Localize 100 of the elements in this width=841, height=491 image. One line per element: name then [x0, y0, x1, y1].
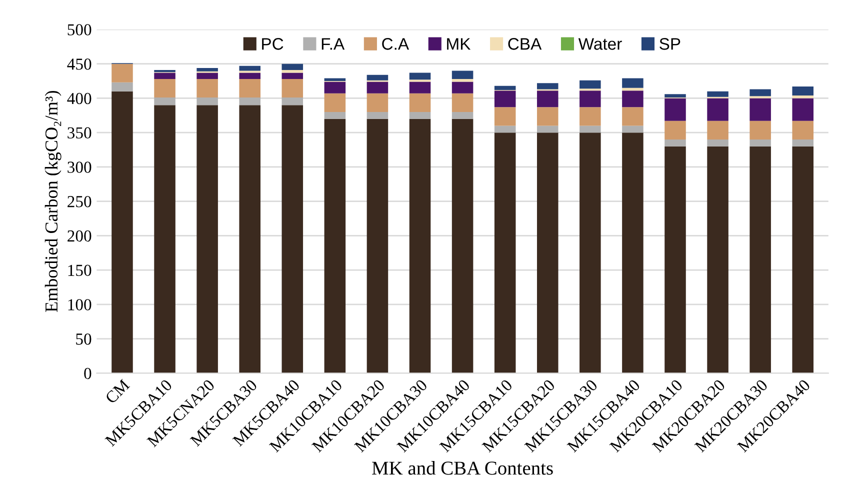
bar: [750, 98, 771, 121]
bar: [196, 105, 218, 374]
y-tick-label: 350: [68, 127, 92, 139]
bar: [409, 118, 431, 374]
bar: [409, 112, 431, 119]
bar: [196, 68, 218, 72]
bar: [154, 105, 176, 374]
bar: [536, 126, 558, 133]
bar: [792, 146, 814, 374]
bar: [750, 146, 771, 374]
bar: [324, 93, 346, 112]
bar: [324, 112, 346, 119]
bar: [622, 78, 644, 88]
bar: [239, 105, 260, 374]
bar: [366, 93, 388, 112]
bar: [366, 82, 388, 94]
bar: [707, 120, 728, 140]
bar: [494, 86, 516, 90]
bar: [282, 78, 304, 98]
bar: [664, 98, 686, 121]
legend-label: PC: [262, 38, 284, 50]
bar: [196, 72, 218, 79]
bar: [239, 72, 260, 79]
legend-label: MK: [447, 38, 471, 50]
bar: [282, 98, 304, 106]
legend-label: Water: [578, 38, 622, 50]
bar: [452, 70, 474, 79]
bar: [452, 82, 474, 94]
y-tick-label: 250: [68, 196, 92, 208]
bar: [282, 105, 304, 374]
bar: [154, 72, 176, 79]
bar: [112, 82, 133, 92]
bar: [324, 82, 346, 94]
bar: [622, 126, 644, 133]
bar: [580, 90, 601, 108]
bar: [366, 118, 388, 374]
bar: [196, 98, 218, 106]
y-tick-label: 300: [68, 162, 92, 173]
y-tick-label: 500: [68, 24, 92, 36]
bar: [452, 78, 474, 82]
bar: [282, 70, 304, 73]
bar: [282, 72, 304, 79]
bar: [324, 118, 346, 374]
bar: [452, 118, 474, 374]
bar: [366, 112, 388, 119]
bar: [707, 146, 728, 374]
bar: [154, 98, 176, 106]
bar: [750, 139, 771, 146]
bar: [196, 78, 218, 98]
legend-label: CBA: [508, 38, 542, 50]
bar: [366, 74, 388, 80]
y-tick-label: 450: [67, 58, 92, 70]
legend-label: C.A: [382, 38, 410, 50]
bar: [494, 132, 516, 374]
bar: [792, 95, 814, 98]
bar: [664, 146, 686, 374]
bar: [154, 78, 176, 98]
bar: [664, 94, 686, 98]
bar: [112, 64, 133, 82]
bar: [536, 83, 558, 90]
bar: [282, 64, 304, 70]
bar: [239, 98, 260, 106]
y-tick-label: 200: [68, 230, 92, 242]
bar: [239, 66, 260, 71]
bar: [664, 139, 686, 146]
legend-label: SP: [660, 38, 680, 50]
bar: [707, 139, 728, 146]
bar: [452, 112, 474, 119]
bar: [707, 91, 728, 97]
bar: [792, 120, 814, 140]
bar: [409, 72, 431, 80]
bar: [750, 120, 771, 140]
bar: [792, 86, 814, 96]
bar: [112, 91, 133, 374]
y-tick-label: 0: [84, 368, 92, 380]
bar: [622, 107, 644, 126]
bar: [580, 107, 601, 126]
bar: [664, 120, 686, 140]
bar: [580, 132, 601, 374]
bar: [622, 88, 644, 91]
bar: [707, 98, 728, 121]
bar: [494, 107, 516, 126]
bar: [792, 98, 814, 121]
bar: [580, 80, 601, 89]
bar: [239, 78, 260, 98]
bar: [494, 90, 516, 108]
bar: [750, 89, 771, 96]
y-tick-label: 400: [67, 92, 92, 104]
bar: [792, 139, 814, 146]
y-tick-label: 100: [68, 299, 92, 310]
bar: [409, 82, 431, 94]
bar: [622, 90, 644, 108]
bar: [324, 78, 346, 82]
bar: [452, 93, 474, 112]
bar: [536, 132, 558, 374]
bar: [494, 126, 516, 133]
bar: [580, 126, 601, 133]
x-axis-title: MK and CBA Contents: [372, 461, 553, 475]
y-tick-label: 50: [76, 333, 92, 345]
y-tick-label: 150: [68, 264, 92, 276]
